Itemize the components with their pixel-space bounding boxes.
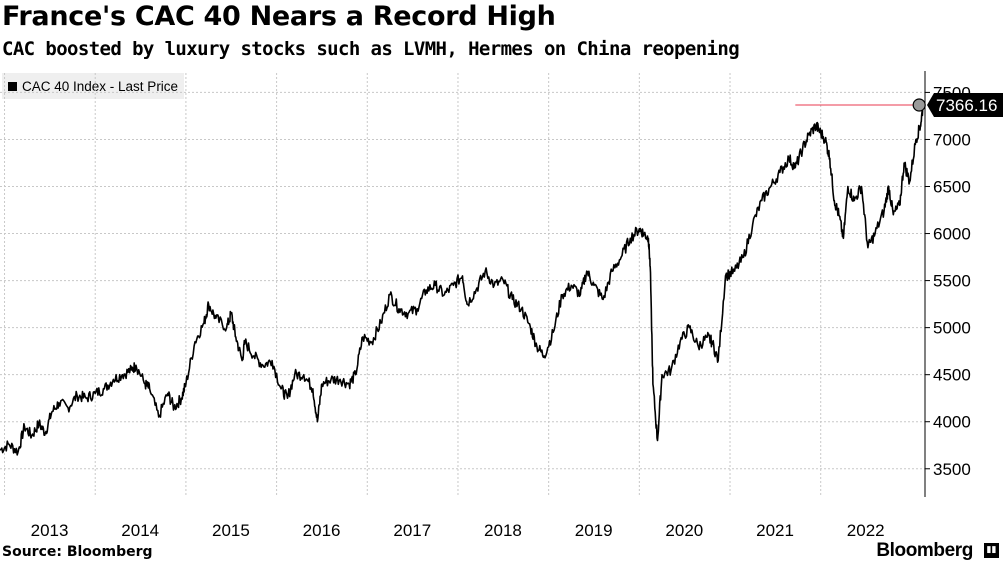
axes: 3500400045005000550060006500700075002013… — [31, 71, 971, 540]
overlay-layer: 7366.16 — [795, 93, 1003, 118]
x-tick-label: 2016 — [303, 521, 341, 540]
y-tick-label: 5000 — [933, 319, 971, 338]
x-tick-label: 2021 — [756, 521, 794, 540]
chart-subtitle: CAC boosted by luxury stocks such as LVM… — [2, 38, 740, 60]
y-tick-label: 5500 — [933, 272, 971, 291]
x-tick-label: 2020 — [665, 521, 703, 540]
y-tick-label: 4500 — [933, 366, 971, 385]
legend-label: CAC 40 Index - Last Price — [22, 78, 179, 94]
last-value-callout — [927, 93, 1003, 118]
x-tick-label: 2019 — [575, 521, 613, 540]
series-line — [0, 103, 924, 456]
grid-lines — [0, 73, 925, 497]
series-layer — [0, 103, 924, 456]
x-tick-label: 2018 — [484, 521, 522, 540]
last-value-marker — [912, 98, 926, 112]
brand-logo: Bloomberg — [876, 540, 973, 561]
x-tick-label: 2015 — [212, 521, 250, 540]
y-tick-label: 6500 — [933, 178, 971, 197]
bloomberg-chart-icon: ▮▮ — [984, 543, 999, 558]
legend-swatch-icon — [8, 81, 17, 91]
y-tick-label: 3500 — [933, 460, 971, 479]
last-value-label: 7366.16 — [936, 96, 997, 115]
y-tick-label: 7000 — [933, 130, 971, 149]
x-tick-label: 2022 — [847, 521, 885, 540]
y-tick-label: 4000 — [933, 413, 971, 432]
x-tick-label: 2013 — [31, 521, 69, 540]
source-note: Source: Bloomberg — [2, 544, 153, 560]
y-tick-label: 6000 — [933, 225, 971, 244]
chart-title: France's CAC 40 Nears a Record High — [2, 1, 556, 32]
legend: CAC 40 Index - Last Price — [2, 73, 185, 99]
x-tick-label: 2014 — [121, 521, 159, 540]
x-tick-label: 2017 — [393, 521, 431, 540]
